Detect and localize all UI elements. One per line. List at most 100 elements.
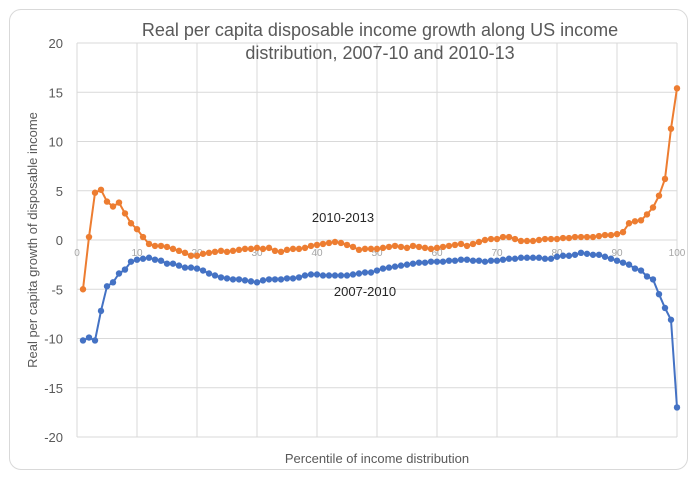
x-tick-label: 40	[311, 248, 323, 259]
data-point-2010-2013	[601, 231, 609, 239]
data-point-2010-2013	[343, 241, 351, 249]
data-point-2010-2013	[373, 245, 381, 253]
data-point-2010-2013	[469, 240, 477, 248]
data-point-2010-2013	[547, 235, 555, 243]
data-point-2010-2013	[139, 233, 147, 241]
data-point-2007-2010	[553, 253, 561, 260]
y-tick-label: 5	[56, 184, 63, 199]
data-point-2010-2013	[97, 186, 105, 193]
y-tick-label: -5	[51, 282, 63, 297]
data-point-2010-2013	[277, 248, 285, 256]
x-tick-label: 10	[131, 248, 143, 259]
data-point-2010-2013	[511, 235, 519, 243]
data-point-2010-2013	[133, 225, 141, 233]
data-point-2010-2013	[595, 232, 603, 240]
chart-title-line-2: distribution, 2007-10 and 2010-13	[245, 43, 514, 63]
data-point-2010-2013	[487, 235, 495, 243]
data-point-2010-2013	[505, 233, 513, 241]
data-point-2007-2010	[571, 251, 579, 258]
data-point-2007-2010	[667, 316, 675, 323]
y-tick-label: -20	[44, 430, 63, 445]
x-tick-label: 30	[251, 248, 263, 259]
data-point-2010-2013	[271, 247, 279, 255]
data-point-2007-2010	[577, 249, 585, 257]
data-point-2007-2010	[547, 255, 555, 262]
data-point-2010-2013	[673, 85, 681, 92]
data-point-2007-2010	[439, 258, 447, 265]
data-point-2010-2013	[649, 204, 657, 211]
data-point-2010-2013	[265, 244, 273, 252]
data-point-2007-2010	[133, 256, 141, 263]
data-point-2010-2013	[499, 233, 507, 241]
data-point-2007-2010	[529, 254, 537, 261]
data-point-2010-2013	[223, 248, 231, 256]
data-point-2007-2010	[187, 264, 195, 271]
data-point-2010-2013	[457, 240, 465, 248]
y-axis-label: Real per capita growth of disposable inc…	[25, 112, 40, 368]
data-point-2007-2010	[379, 265, 387, 272]
data-point-2010-2013	[655, 192, 663, 199]
data-point-2007-2010	[175, 262, 183, 269]
data-point-2007-2010	[595, 251, 603, 258]
data-point-2007-2010	[205, 270, 213, 277]
data-point-2010-2013	[103, 198, 111, 205]
data-point-2010-2013	[235, 246, 243, 254]
data-point-2010-2013	[583, 233, 591, 241]
data-point-2010-2013	[577, 233, 585, 241]
data-point-2007-2010	[415, 259, 423, 266]
data-point-2010-2013	[631, 218, 639, 225]
data-point-2010-2013	[529, 237, 537, 245]
data-point-2010-2013	[247, 245, 255, 253]
data-point-2010-2013	[517, 237, 525, 245]
data-point-2010-2013	[445, 242, 453, 250]
y-tick-label: 15	[49, 85, 63, 100]
x-tick-label: 0	[74, 248, 80, 259]
data-point-2007-2010	[673, 404, 681, 411]
data-point-2007-2010	[289, 275, 297, 282]
data-point-2010-2013	[145, 240, 153, 248]
data-point-2010-2013	[361, 245, 369, 253]
data-point-2010-2013	[193, 252, 201, 259]
data-point-2010-2013	[493, 235, 501, 243]
data-point-2010-2013	[319, 240, 327, 248]
data-point-2010-2013	[391, 242, 399, 250]
data-point-2010-2013	[541, 235, 549, 243]
data-point-2007-2010	[487, 257, 495, 264]
data-point-2010-2013	[535, 236, 543, 244]
data-point-2007-2010	[421, 259, 429, 266]
data-point-2007-2010	[481, 258, 489, 265]
data-point-2007-2010	[655, 290, 663, 298]
data-point-2007-2010	[121, 266, 129, 273]
data-point-2010-2013	[475, 238, 483, 246]
data-point-2007-2010	[277, 276, 285, 283]
data-point-2007-2010	[145, 254, 153, 261]
data-point-2007-2010	[241, 277, 249, 284]
data-point-2010-2013	[607, 231, 615, 239]
data-point-2007-2010	[493, 257, 501, 264]
data-point-2010-2013	[643, 211, 651, 218]
x-tick-label: 80	[551, 248, 563, 259]
data-point-2007-2010	[517, 254, 525, 261]
data-point-2007-2010	[313, 271, 321, 278]
data-point-2010-2013	[325, 239, 333, 247]
data-point-2007-2010	[295, 274, 303, 281]
data-point-2010-2013	[625, 220, 633, 227]
data-point-2010-2013	[619, 228, 627, 236]
data-point-2010-2013	[661, 175, 669, 183]
data-point-2010-2013	[613, 230, 621, 238]
data-point-2007-2010	[247, 278, 255, 285]
data-point-2007-2010	[307, 271, 315, 278]
data-point-2010-2013	[241, 245, 249, 253]
data-point-2007-2010	[661, 304, 669, 312]
data-point-2007-2010	[445, 257, 453, 264]
y-tick-label: 10	[49, 135, 63, 150]
data-point-2010-2013	[559, 234, 567, 242]
data-point-2007-2010	[79, 337, 87, 344]
data-point-2007-2010	[589, 251, 597, 258]
data-point-2010-2013	[451, 241, 459, 249]
data-point-2010-2013	[409, 242, 417, 250]
data-point-2010-2013	[127, 220, 135, 227]
data-point-2010-2013	[349, 243, 357, 251]
data-point-2010-2013	[337, 239, 345, 247]
data-point-2007-2010	[607, 255, 615, 262]
